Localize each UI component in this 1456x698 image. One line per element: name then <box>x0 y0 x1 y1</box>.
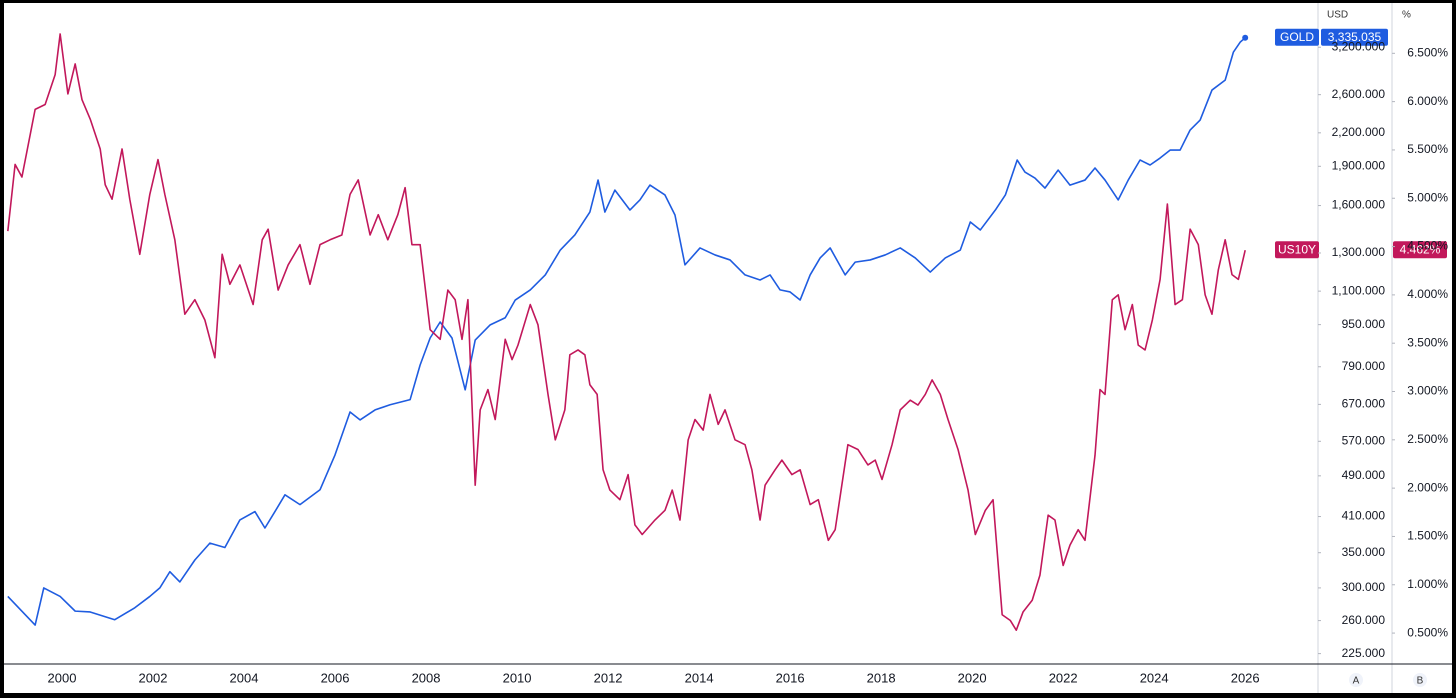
scale-button-label[interactable]: A <box>1353 676 1360 687</box>
x-tick-label: 2014 <box>685 670 714 685</box>
series-name-box <box>1275 241 1319 259</box>
x-tick-label: 2012 <box>594 670 623 685</box>
x-tick-label: 2024 <box>1140 670 1169 685</box>
scale-button[interactable] <box>1349 673 1363 687</box>
legend-label: US10Y <box>1278 242 1316 256</box>
legend-label: GOLD <box>1280 30 1314 44</box>
last-value-box <box>1321 28 1388 46</box>
last-value-labels: GOLD 3,335.035 US10Y 4.462% <box>1275 28 1447 259</box>
y-tick-label: 2,600.000 <box>1332 87 1386 101</box>
y-tick-label: 1,300.000 <box>1332 245 1386 259</box>
y2-tick-label: 1.500% <box>1407 529 1448 543</box>
y2-tick-label: 4.500% <box>1407 239 1448 253</box>
y2-tick-label: 3.500% <box>1407 335 1448 349</box>
y-tick-label: 2,200.000 <box>1332 125 1386 139</box>
chart-background <box>4 3 1452 693</box>
x-tick-label: 2022 <box>1049 670 1078 685</box>
y2-tick-label: 6.500% <box>1407 45 1448 59</box>
x-tick-label: 2006 <box>321 670 350 685</box>
y2-tick-label: 2.000% <box>1407 480 1448 494</box>
series-name-box <box>1275 28 1319 46</box>
y-tick-label: 490.000 <box>1342 468 1386 482</box>
y2-tick-label: 2.500% <box>1407 432 1448 446</box>
x-tick-label: 2004 <box>230 670 259 685</box>
y2-tick-label: 5.000% <box>1407 190 1448 204</box>
last-value-label: 3,335.035 <box>1328 30 1382 44</box>
y-tick-label: 300.000 <box>1342 580 1386 594</box>
y-tick-label: 3,200.000 <box>1332 39 1386 53</box>
x-tick-label: 2018 <box>867 670 896 685</box>
y-tick-label: 225.000 <box>1342 646 1386 660</box>
scale-button-label[interactable]: B <box>1417 676 1424 687</box>
y-tick-label: 950.000 <box>1342 317 1386 331</box>
series-line <box>7 33 1246 631</box>
y-tick-label: 1,600.000 <box>1332 198 1386 212</box>
x-tick-label: 2016 <box>776 670 805 685</box>
y2-tick-label: 3.000% <box>1407 384 1448 398</box>
x-tick-label: 2010 <box>503 670 532 685</box>
x-tick-label: 2020 <box>958 670 987 685</box>
plot-area <box>7 33 1249 631</box>
x-tick-label: 2026 <box>1231 670 1260 685</box>
y-tick-label: 570.000 <box>1342 433 1386 447</box>
y-unit-label: USD <box>1327 10 1348 21</box>
last-value-box <box>1393 241 1447 259</box>
y-tick-label: 350.000 <box>1342 545 1386 559</box>
series-line <box>7 37 1246 626</box>
y-tick-label: 670.000 <box>1342 397 1386 411</box>
last-point-marker <box>1242 34 1249 41</box>
last-value-label: 4.462% <box>1400 242 1441 256</box>
y2-tick-label: 5.500% <box>1407 142 1448 156</box>
y2-tick-label: 1.000% <box>1407 577 1448 591</box>
y-tick-label: 1,900.000 <box>1332 158 1386 172</box>
x-tick-label: 2008 <box>412 670 441 685</box>
y2-tick-label: 0.500% <box>1407 625 1448 639</box>
x-tick-label: 2002 <box>139 670 168 685</box>
y2-unit-label: % <box>1402 10 1411 21</box>
x-tick-label: 2000 <box>48 670 77 685</box>
y-tick-label: 1,100.000 <box>1332 283 1386 297</box>
y-tick-label: 790.000 <box>1342 359 1386 373</box>
y-tick-label: 260.000 <box>1342 613 1386 627</box>
scale-button[interactable] <box>1413 673 1427 687</box>
y2-tick-label: 6.000% <box>1407 94 1448 108</box>
y2-tick-label: 4.000% <box>1407 287 1448 301</box>
y-tick-label: 410.000 <box>1342 509 1386 523</box>
